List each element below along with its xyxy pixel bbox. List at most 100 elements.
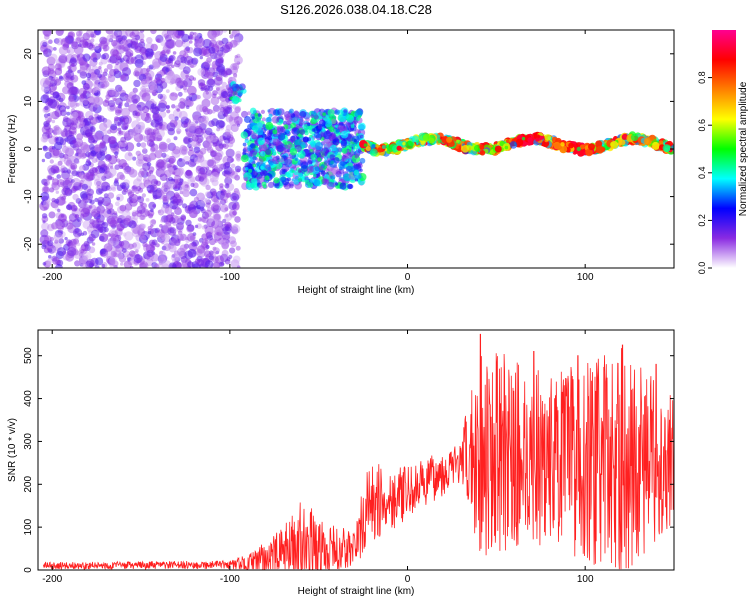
spectrogram-blob (338, 177, 343, 181)
spectrogram-blob (233, 116, 243, 125)
spectrogram-blob (185, 74, 189, 79)
spectrogram-blob (252, 171, 258, 176)
spectrogram-blob (217, 57, 224, 64)
spectrogram-blob (124, 102, 130, 108)
spectrogram-blob (43, 182, 48, 187)
spectrogram-blob (124, 231, 134, 241)
spectrogram-blob (146, 249, 154, 258)
spectrogram-blob (136, 175, 143, 182)
spectrogram-blob (56, 174, 61, 179)
spectrogram-blob (134, 126, 139, 130)
spectrogram-blob (189, 154, 198, 163)
spectrogram-blob (99, 122, 108, 132)
spectrogram-blob (120, 262, 124, 266)
spectrogram-blob (235, 150, 242, 157)
spectrogram-blob (133, 178, 142, 188)
spectrogram-blob (91, 73, 100, 82)
spectrogram-blob (193, 32, 200, 39)
spectrogram-blob (91, 242, 96, 246)
spectrogram-blob (264, 175, 270, 181)
spectrogram-blob (196, 248, 206, 258)
spectrogram-blob (108, 173, 114, 179)
spectrogram-blob (474, 144, 481, 152)
spectrogram-blob (265, 121, 274, 130)
spectrogram-blob (208, 250, 214, 256)
spectrogram-blob (402, 142, 406, 146)
spectrogram-blob (230, 259, 240, 268)
spectrogram-blob (178, 110, 188, 120)
spectrogram-blob (596, 145, 604, 154)
spectrogram-blob (224, 183, 230, 189)
spectrogram-blob (125, 96, 133, 104)
spectrogram-blob (149, 98, 155, 104)
spectrogram-blob (60, 37, 70, 47)
spectrogram-blob (202, 38, 212, 49)
spectrogram-blob (232, 96, 240, 104)
spectrogram-blob (80, 65, 87, 72)
spectrogram-blob (184, 128, 189, 132)
spectrogram-blob (176, 128, 182, 134)
spectrogram-blob (196, 104, 204, 113)
spectrogram-blob (107, 129, 112, 134)
spectrogram-blob (117, 127, 122, 132)
spectrogram-blob (211, 171, 219, 180)
spectrogram-blob (67, 65, 72, 70)
spectrogram-blob (164, 206, 173, 215)
spectrogram-blob (200, 159, 209, 169)
spectrogram-blob (164, 75, 174, 84)
spectrogram-blob (212, 104, 220, 112)
spectrogram-blob (175, 77, 185, 87)
spectrogram-blob (509, 141, 518, 149)
spectrogram-blob (51, 86, 57, 91)
spectrogram-blob (42, 262, 47, 266)
spectrogram-blob (235, 153, 242, 160)
spectrogram-blob (165, 49, 171, 55)
spectrogram-blob (129, 265, 134, 268)
spectrogram-blob (55, 220, 63, 228)
spectrogram-blob (290, 122, 297, 129)
spectrogram-blob (119, 92, 129, 102)
x-tick-label: 100 (577, 272, 594, 283)
spectrogram-blob (129, 94, 133, 98)
spectrogram-blob (67, 183, 74, 189)
spectrogram-blob (204, 260, 214, 268)
spectrogram-blob (221, 262, 225, 266)
spectrogram-blob (230, 163, 236, 169)
spectrogram-blob (136, 211, 142, 217)
spectrogram-blob (76, 57, 84, 65)
spectrogram-blob (77, 69, 81, 74)
spectrogram-blob (84, 129, 93, 137)
spectrogram-blob (123, 166, 132, 175)
spectrogram-blob (70, 76, 75, 81)
spectrogram-blob (232, 210, 238, 216)
spectrogram-blob (222, 226, 232, 235)
spectrogram-blob (215, 220, 222, 227)
spectrogram-blob (43, 50, 48, 55)
spectrogram-blob (280, 176, 286, 183)
spectrogram-blob (115, 84, 123, 92)
spectrogram-blob (83, 89, 88, 95)
spectrogram-blob (101, 263, 106, 268)
spectrogram-blob (147, 174, 157, 184)
spectrogram-blob (82, 220, 92, 230)
spectrogram-blob (287, 143, 293, 149)
colorbar-ticks: 0.0 0.2 0.4 0.6 0.8 (697, 71, 712, 274)
spectrogram-blob (101, 76, 109, 84)
spectrogram-blob (208, 46, 216, 54)
snr-x-label: Height of straight line (km) (298, 586, 415, 597)
spectrogram-blob (69, 86, 79, 95)
spectrogram-blob (57, 208, 61, 213)
spectrogram-blob (150, 208, 154, 213)
x-tick-label: 0 (405, 574, 411, 585)
spectrogram-blob (116, 196, 121, 201)
spectrogram-blob (82, 99, 90, 107)
spectrogram-blob (97, 196, 105, 204)
spectrogram-blob (94, 178, 103, 187)
spectrogram-blob (544, 134, 552, 141)
spectrogram-blob (215, 226, 221, 232)
spectrogram-blob (190, 36, 195, 40)
spectrogram-blob (71, 41, 78, 48)
spectrogram-blob (428, 137, 435, 144)
spectrogram-blob (205, 199, 212, 205)
spectrogram-blob (79, 71, 88, 79)
